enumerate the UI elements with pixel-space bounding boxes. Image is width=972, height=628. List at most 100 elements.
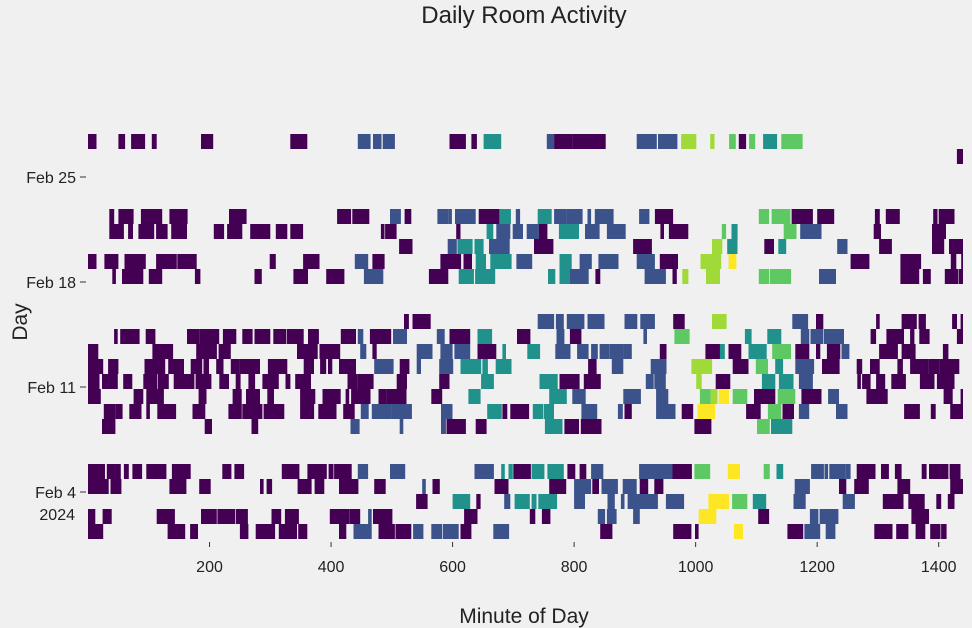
activity-cell	[228, 404, 242, 419]
activity-cell	[771, 209, 791, 224]
activity-cell	[538, 224, 548, 239]
activity-cell	[246, 389, 260, 404]
activity-cell	[944, 269, 959, 284]
activity-cell	[254, 269, 262, 284]
activity-cell	[260, 479, 264, 494]
activity-cell	[493, 524, 510, 539]
activity-cell	[901, 314, 917, 329]
activity-cell	[290, 134, 308, 149]
activity-cell	[319, 344, 341, 359]
activity-cell	[510, 404, 530, 419]
activity-cell	[167, 524, 186, 539]
activity-cell	[378, 389, 387, 404]
activity-cell	[446, 419, 466, 434]
activity-cell	[242, 329, 253, 344]
activity-cell	[146, 404, 150, 419]
activity-cell	[672, 269, 677, 284]
activity-cell	[778, 374, 794, 389]
activity-cell	[242, 404, 263, 419]
activity-cell	[585, 224, 600, 239]
x-tick-label: 800	[561, 559, 588, 576]
activity-cell	[483, 134, 502, 149]
activity-cell	[594, 209, 614, 224]
activity-cell	[918, 314, 926, 329]
activity-cell	[216, 359, 224, 374]
activity-cell	[949, 239, 963, 254]
activity-cell	[544, 419, 563, 434]
activity-cell	[368, 509, 372, 524]
activity-cell	[764, 239, 774, 254]
activity-cell	[278, 524, 297, 539]
activity-cell	[564, 419, 579, 434]
activity-cell	[769, 269, 792, 284]
activity-cell	[882, 494, 904, 509]
x-tick-label: 1400	[921, 559, 957, 576]
y-tick-label: Feb 11	[27, 380, 76, 397]
activity-cell	[290, 224, 304, 239]
activity-cell	[143, 374, 158, 389]
activity-cell	[385, 224, 397, 239]
activity-cell	[198, 389, 207, 404]
activity-cell	[235, 509, 248, 524]
activity-cell	[371, 404, 392, 419]
activity-cell	[541, 509, 551, 524]
activity-cell	[919, 329, 930, 344]
activity-cell	[681, 404, 694, 419]
activity-cell	[598, 254, 619, 269]
activity-cell	[798, 404, 810, 419]
activity-cell	[941, 524, 947, 539]
activity-cell	[396, 374, 407, 389]
activity-cell	[199, 329, 220, 344]
activity-cell	[597, 509, 606, 524]
activity-cell	[529, 509, 536, 524]
activity-cell	[372, 254, 385, 269]
activity-cell	[579, 464, 587, 479]
activity-cell	[695, 524, 699, 539]
activity-cell	[477, 329, 493, 344]
activity-cell	[822, 359, 840, 374]
activity-cell	[531, 494, 537, 509]
activity-cell	[422, 479, 426, 494]
activity-cell	[109, 224, 124, 239]
activity-cell	[271, 509, 282, 524]
activity-cell	[590, 134, 606, 149]
activity-cell	[674, 329, 690, 344]
activity-cell	[857, 374, 861, 389]
activity-cell	[548, 269, 556, 284]
activity-cell	[495, 359, 512, 374]
activity-cell	[569, 329, 582, 344]
activity-cell	[555, 344, 571, 359]
activity-cell	[102, 419, 116, 434]
activity-cell	[88, 479, 109, 494]
activity-cell	[458, 269, 474, 284]
activity-cell	[293, 269, 308, 284]
x-tick-label: 200	[196, 559, 223, 576]
activity-cell	[527, 344, 541, 359]
activity-cell	[516, 254, 533, 269]
activity-cell	[874, 209, 880, 224]
activity-cell	[131, 134, 146, 149]
activity-cell	[456, 224, 461, 239]
y-axis-ticks: Feb 25 Feb 18 Feb 11 Feb 4 2024	[26, 170, 86, 524]
activity-cell	[708, 494, 730, 509]
activity-cell	[322, 389, 341, 404]
x-axis-ticks: 200 400 600 800 1000 1200 1400	[196, 542, 957, 576]
activity-cell	[534, 239, 554, 254]
activity-cell	[828, 389, 839, 404]
activity-cell	[757, 419, 770, 434]
activity-cell	[263, 404, 285, 419]
activity-cell	[112, 269, 116, 284]
activity-cell	[728, 344, 742, 359]
activity-cell	[487, 404, 502, 419]
activity-cell	[448, 209, 452, 224]
activity-cell	[399, 359, 410, 374]
activity-cell	[138, 389, 144, 404]
activity-cell	[559, 269, 570, 284]
activity-cell	[854, 479, 869, 494]
activity-cell	[639, 209, 650, 224]
activity-cell	[129, 404, 142, 419]
activity-cell	[712, 314, 727, 329]
activity-cell	[623, 344, 632, 359]
activity-cell	[950, 479, 963, 494]
activity-cell	[721, 224, 727, 239]
